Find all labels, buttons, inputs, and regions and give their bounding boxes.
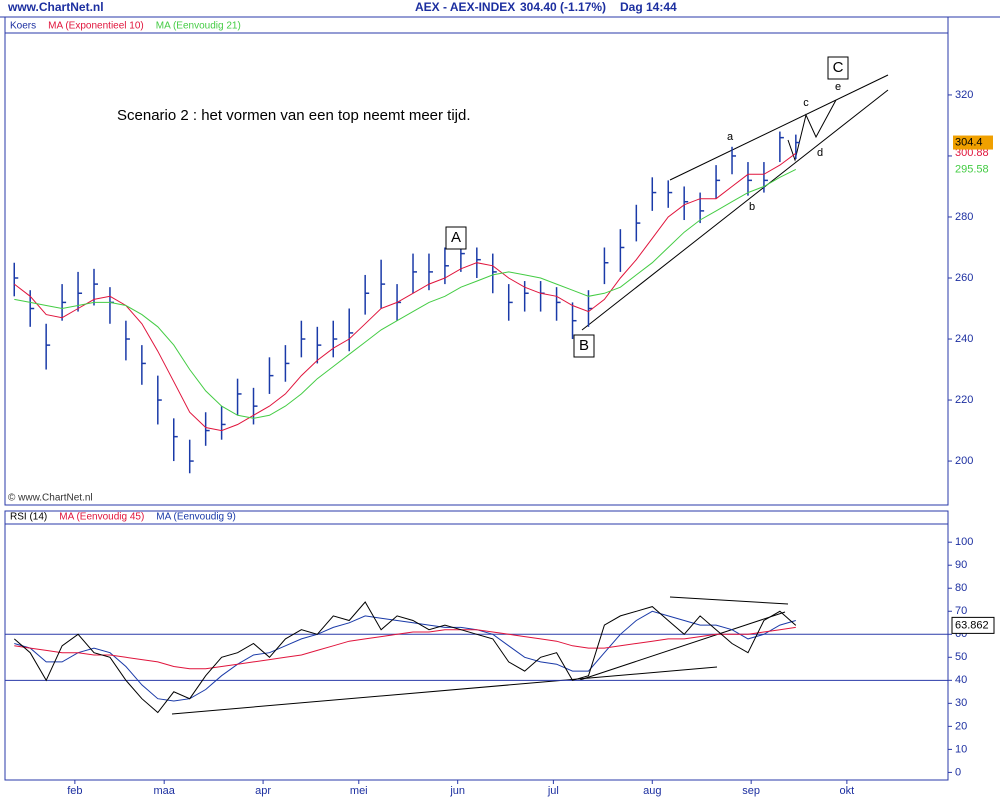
- x-tick-label: jun: [449, 785, 465, 797]
- value-badge-label: 295.58: [955, 163, 989, 175]
- rsi-line: [14, 610, 796, 702]
- ma-line: [14, 168, 797, 419]
- rsi-line: [14, 626, 796, 670]
- legend-entry: Koers: [10, 21, 36, 32]
- x-tick-label: feb: [67, 785, 82, 797]
- rsi-line: [13, 601, 797, 714]
- annotation: B: [579, 337, 589, 354]
- trend-line: [171, 666, 718, 715]
- x-tick-label: jul: [547, 785, 559, 797]
- site-name: www.ChartNet.nl: [7, 0, 104, 14]
- y-tick-label: 320: [955, 89, 973, 101]
- watermark: © www.ChartNet.nl: [8, 493, 93, 504]
- annotation: C: [833, 59, 844, 76]
- legend-entry: MA (Eenvoudig 45): [59, 512, 144, 523]
- annotation: A: [451, 229, 461, 246]
- legend-entry: RSI (14): [10, 512, 47, 523]
- value-badge-label: 304.4: [955, 136, 983, 148]
- annotation: b: [749, 201, 755, 213]
- y-tick-label: 10: [955, 743, 967, 755]
- y-tick-label: 200: [955, 455, 973, 467]
- header-time: Dag 14:44: [620, 0, 677, 14]
- y-tick-label: 90: [955, 559, 967, 571]
- annotation: e: [835, 81, 841, 93]
- y-tick-label: 240: [955, 333, 973, 345]
- x-tick-label: apr: [255, 785, 271, 797]
- value-badge: [953, 146, 993, 161]
- trend-line: [579, 611, 786, 681]
- annotation-box: [445, 226, 467, 250]
- legend-entry: MA (Eenvoudig 9): [156, 512, 236, 523]
- annotation: Scenario 2 : het vormen van een top neem…: [117, 107, 471, 124]
- y-tick-label: 40: [955, 674, 967, 686]
- y-tick-label: 50: [955, 651, 967, 663]
- y-tick-label: 0: [955, 766, 961, 778]
- y-tick-label: 220: [955, 394, 973, 406]
- y-tick-label: 80: [955, 582, 967, 594]
- y-tick-label: 20: [955, 720, 967, 732]
- legend-entry: MA (Eenvoudig 21): [156, 21, 241, 32]
- projection: [787, 99, 837, 162]
- header-title: AEX - AEX-INDEX: [415, 0, 515, 14]
- y-tick-label: 260: [955, 272, 973, 284]
- y-tick-label: 70: [955, 605, 967, 617]
- trend-line: [669, 74, 889, 181]
- x-tick-label: sep: [742, 785, 760, 797]
- annotation-box: [827, 56, 849, 80]
- annotation-box: [573, 334, 595, 358]
- value-badge-label: 63.862: [955, 619, 989, 631]
- value-badge-label: 300.88: [955, 147, 989, 159]
- y-tick-label: 100: [955, 536, 973, 548]
- x-tick-label: aug: [643, 785, 661, 797]
- annotation: d: [817, 147, 823, 159]
- y-tick-label: 280: [955, 211, 973, 223]
- x-tick-label: mei: [350, 785, 368, 797]
- price-panel: [4, 16, 949, 506]
- x-tick-label: okt: [840, 785, 855, 797]
- ma-line: [13, 152, 797, 432]
- annotation: a: [727, 131, 734, 143]
- value-badge: [951, 616, 995, 634]
- value-badge: [953, 135, 993, 150]
- annotation: c: [803, 97, 809, 109]
- value-badge: [953, 162, 993, 177]
- rsi-panel: [4, 510, 949, 781]
- legend-entry: MA (Exponentieel 10): [48, 21, 144, 32]
- trend-line: [581, 89, 889, 331]
- x-tick-label: maa: [153, 785, 175, 797]
- y-tick-label: 30: [955, 697, 967, 709]
- header-quote: 304.40 (-1.17%): [520, 0, 606, 14]
- trend-line: [669, 596, 789, 605]
